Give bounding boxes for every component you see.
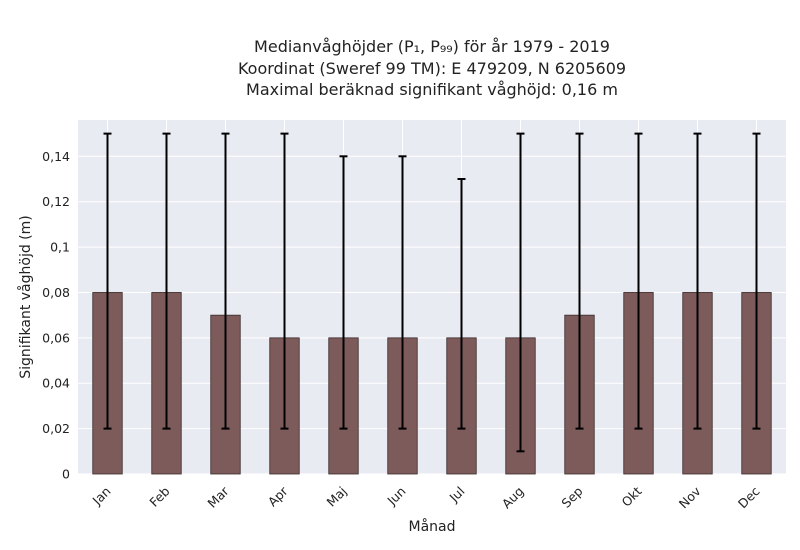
x-tick-label-nov: Nov (676, 483, 704, 511)
x-tick-label-sep: Sep (558, 483, 585, 510)
x-tick-label-jun: Jun (383, 484, 408, 509)
x-tick-label-okt: Okt (618, 483, 644, 509)
y-tick-label: 0,08 (42, 285, 70, 300)
plot-area (78, 120, 786, 474)
y-tick-label: 0 (62, 467, 70, 482)
error-bars (103, 132, 761, 453)
x-axis-label: Månad (409, 518, 456, 535)
y-tick-label: 0,1 (50, 240, 70, 255)
x-tick-label-aug: Aug (499, 484, 527, 512)
y-tick-label: 0,12 (42, 194, 70, 209)
x-tick-label-maj: Maj (324, 484, 350, 510)
chart-title-line-3: Maximal beräknad signifikant våghöjd: 0,… (246, 80, 618, 99)
x-tick-label-apr: Apr (265, 483, 292, 510)
chart-title-line-2: Koordinat (Sweref 99 TM): E 479209, N 62… (238, 59, 626, 78)
y-tick-label: 0,06 (42, 330, 70, 345)
y-tick-label: 0,04 (42, 376, 70, 391)
y-tick-label: 0,02 (42, 421, 70, 436)
y-axis-ticks: 0 0,02 0,04 0,06 0,08 0,1 0,12 0,14 (42, 149, 70, 482)
x-tick-label-jan: Jan (89, 484, 114, 509)
x-tick-label-mar: Mar (204, 483, 232, 511)
chart-title-line-1: Medianvåghöjder (P₁, P₉₉) för år 1979 - … (254, 37, 610, 56)
y-axis-label: Signifikant våghöjd (m) (17, 215, 34, 378)
x-tick-label-dec: Dec (735, 483, 763, 511)
y-tick-label: 0,14 (42, 149, 70, 164)
x-tick-label-jul: Jul (446, 484, 468, 506)
x-tick-label-feb: Feb (146, 483, 172, 509)
x-axis-ticks: Jan Feb Mar Apr Maj Jun Jul Aug Sep Okt Nov Dec (89, 483, 763, 511)
